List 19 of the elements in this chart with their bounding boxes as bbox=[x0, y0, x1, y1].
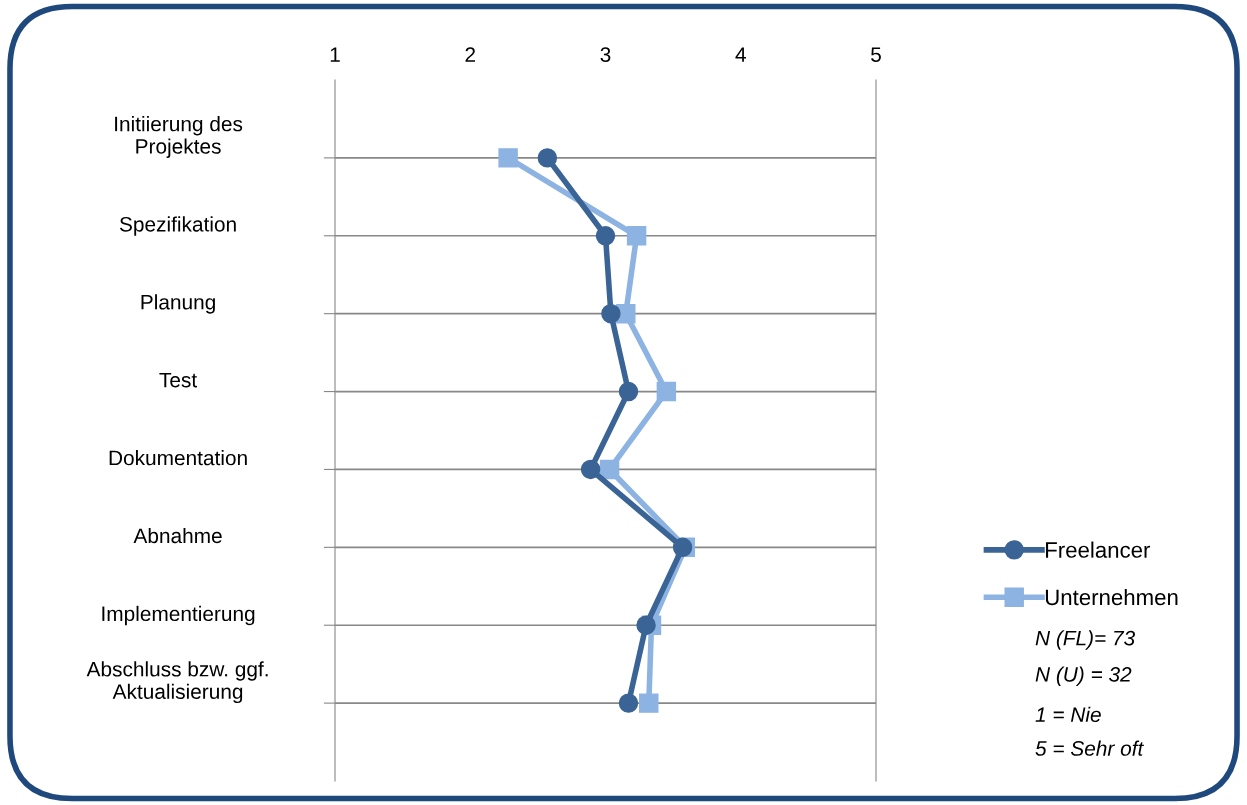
x-tick-label: 3 bbox=[600, 47, 611, 62]
y-tick-label: Spezifikation bbox=[119, 216, 236, 236]
legend-label: Freelancer bbox=[1046, 541, 1151, 558]
x-tick-label: 5 bbox=[871, 47, 881, 62]
y-tick-label: Implementierung bbox=[102, 605, 255, 626]
y-tick-label: Planung bbox=[141, 294, 215, 314]
y-tick-label: Test bbox=[159, 372, 197, 388]
legend-label: Unternehmen bbox=[1045, 588, 1178, 606]
text: N (U) = 32 bbox=[1035, 666, 1132, 686]
y-tick-label: Dokumentation bbox=[109, 450, 247, 466]
text: N (FL)= 73 bbox=[1035, 630, 1135, 650]
x-tick-label: 1 bbox=[330, 47, 340, 62]
y-tick-label: Abschluss bzw. ggf. Aktualisierung bbox=[86, 661, 268, 704]
x-tick-label: 4 bbox=[735, 47, 746, 62]
text: 1 = Nie bbox=[1035, 706, 1101, 723]
text: 5 = Sehr oft bbox=[1035, 740, 1145, 756]
x-tick-label: 2 bbox=[465, 47, 475, 62]
y-tick-label: Initiierung des Projektes bbox=[115, 116, 243, 158]
y-tick-label: Abnahme bbox=[133, 527, 222, 544]
